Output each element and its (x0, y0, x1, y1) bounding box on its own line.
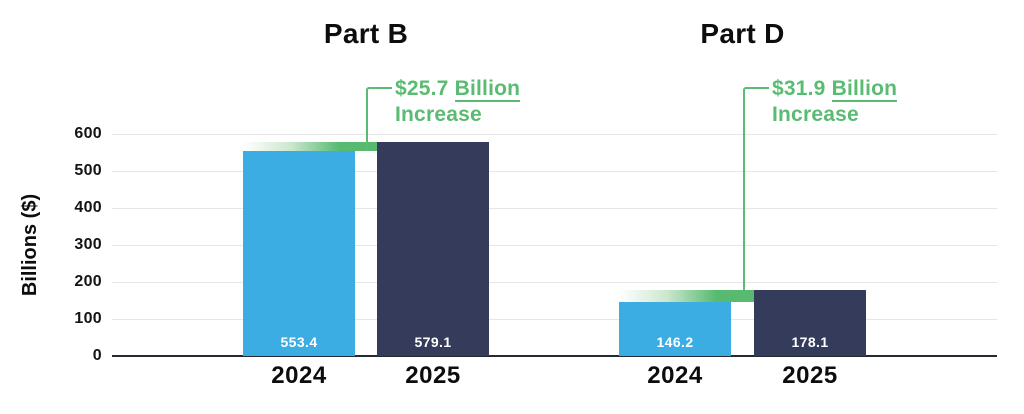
gridline (112, 171, 997, 172)
gridline (112, 282, 997, 283)
gridline (112, 134, 997, 135)
group-title: Part B (323, 18, 409, 49)
gridline (112, 208, 997, 209)
increase-callout-line (366, 87, 392, 151)
bar-2025: 178.1 (754, 290, 866, 356)
group-title: Part D (700, 18, 785, 49)
y-tick-label: 300 (74, 236, 102, 253)
bar-value-label: 553.4 (280, 334, 318, 350)
y-tick-label: 100 (74, 310, 102, 327)
increase-gradient-cap (243, 142, 377, 151)
y-tick-label: 500 (74, 162, 102, 179)
gridline (112, 245, 997, 246)
increase-gradient-cap (619, 290, 754, 302)
y-tick-label: 0 (92, 347, 102, 364)
bar-2025: 579.1 (377, 142, 489, 356)
increase-callout-line (743, 87, 769, 302)
gridline (112, 319, 997, 320)
increase-annotation: $25.7 Billion Increase (395, 76, 521, 128)
bar-2024: 146.2 (619, 302, 731, 356)
increase-amount: $25.7 (395, 77, 455, 100)
x-axis-line (112, 355, 997, 357)
bar-value-label: 146.2 (656, 334, 694, 350)
increase-second-line: Increase (395, 103, 482, 126)
bar-value-label: 579.1 (414, 334, 452, 350)
increase-amount-line: $25.7 Billion (395, 76, 521, 102)
y-tick-label: 200 (74, 273, 102, 290)
increase-amount-line: $31.9 Billion (772, 76, 898, 102)
x-axis-category-label: 2024 (647, 362, 703, 389)
bar-2024: 553.4 (243, 151, 355, 356)
y-tick-label: 600 (74, 125, 102, 142)
increase-second-line: Increase (772, 103, 859, 126)
increase-underlined-word: Billion (454, 77, 521, 102)
bar-value-label: 178.1 (791, 334, 829, 350)
x-axis-category-label: 2024 (271, 362, 327, 389)
x-axis-category-label: 2025 (782, 362, 838, 389)
x-axis-category-label: 2025 (405, 362, 461, 389)
y-tick-label: 400 (74, 199, 102, 216)
increase-annotation: $31.9 Billion Increase (772, 76, 898, 128)
increase-underlined-word: Billion (831, 77, 898, 102)
increase-amount: $31.9 (772, 77, 832, 100)
